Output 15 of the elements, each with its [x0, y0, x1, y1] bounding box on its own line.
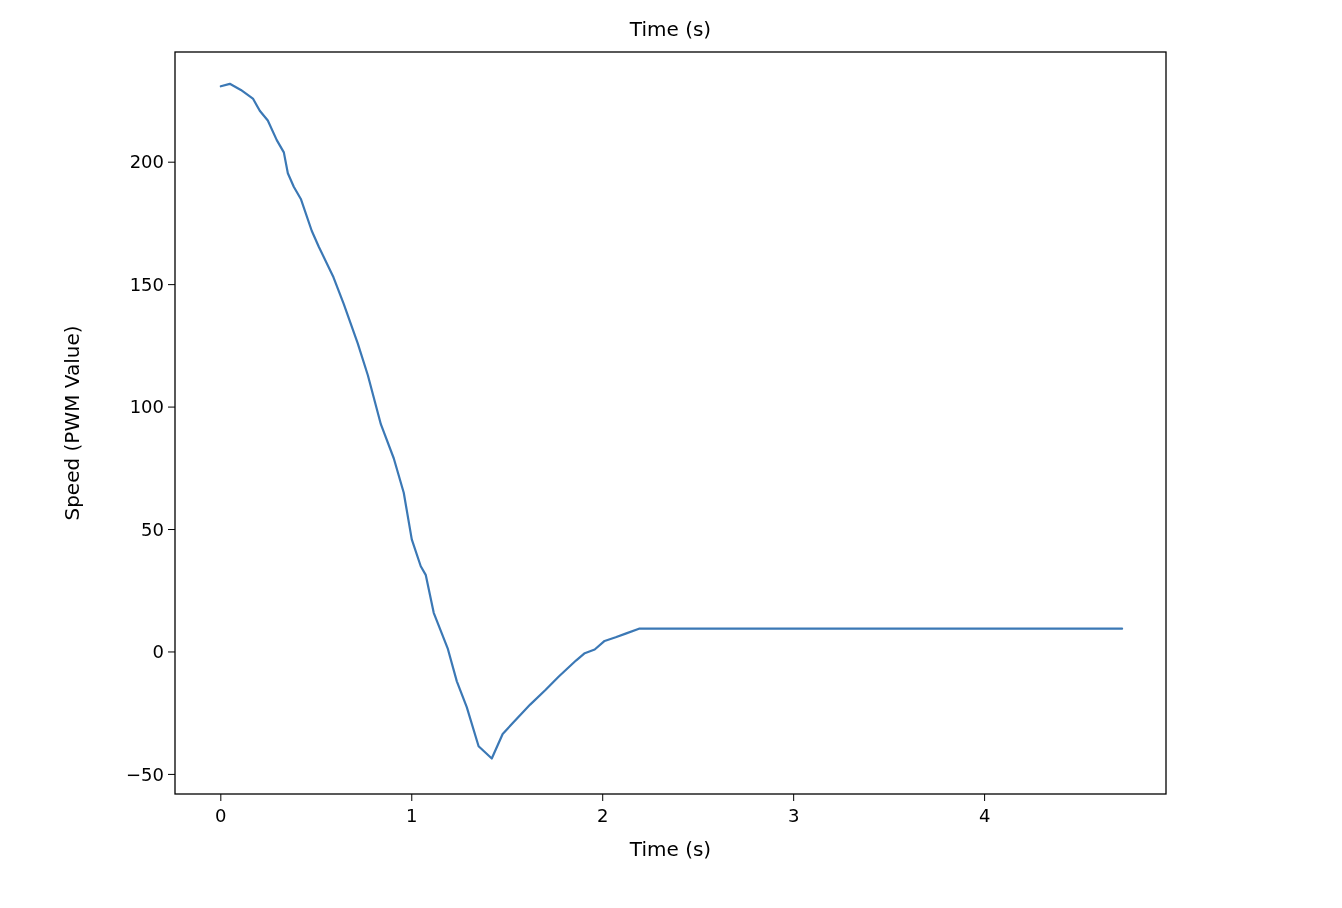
x-tick-label: 0: [215, 805, 227, 826]
x-tick-label: 2: [596, 805, 609, 826]
y-tick-label: 200: [129, 151, 164, 173]
x-tick-label: 1: [406, 805, 418, 826]
x-tick-label: 3: [787, 805, 800, 826]
y-axis-title: Speed (PWM Value): [60, 325, 84, 521]
x-axis-title: Time (s): [628, 837, 712, 861]
y-tick-label: 150: [129, 273, 164, 295]
line-series: [219, 82, 1124, 760]
chart-title: Time (s): [628, 17, 712, 41]
x-tick-label: 4: [978, 805, 991, 826]
y-tick-label: 50: [141, 518, 164, 540]
y-tick-label: 0: [152, 641, 164, 663]
y-tick-label: −50: [126, 763, 164, 785]
y-tick-label: 100: [129, 396, 164, 418]
